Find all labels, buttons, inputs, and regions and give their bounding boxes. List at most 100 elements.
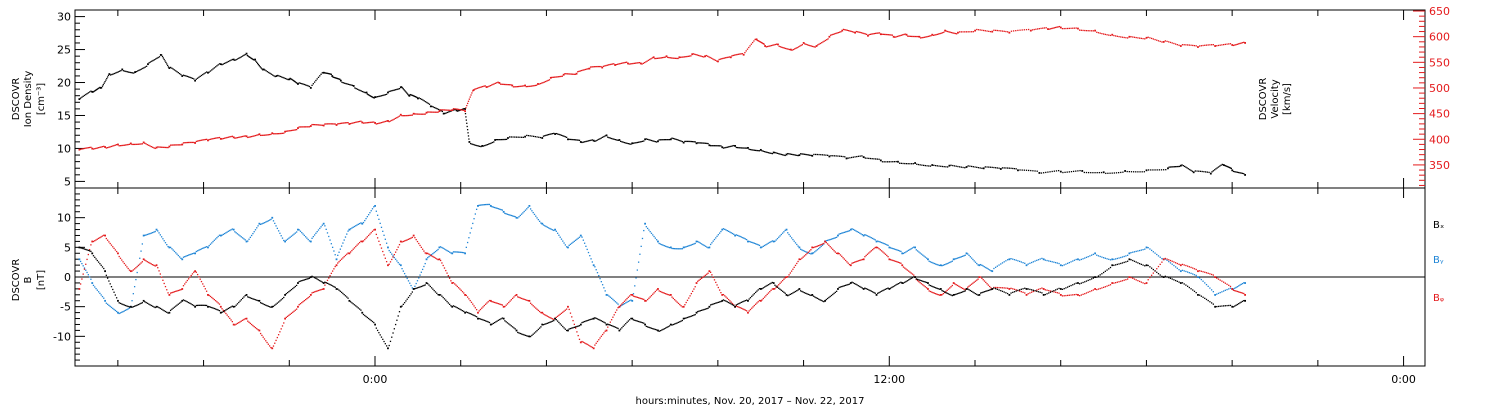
by-point xyxy=(267,220,269,222)
bz-point xyxy=(380,247,383,249)
density-point xyxy=(88,91,91,93)
velocity-point xyxy=(470,94,472,96)
by-point xyxy=(613,299,615,302)
bx-point xyxy=(412,288,415,290)
bz-point xyxy=(335,264,338,267)
bz-point xyxy=(326,279,329,282)
density-point xyxy=(275,75,278,77)
bx-point xyxy=(631,317,634,320)
by-point xyxy=(1054,261,1057,264)
by-point xyxy=(733,233,735,235)
density-point xyxy=(775,152,777,154)
velocity-point xyxy=(930,35,932,37)
density-point xyxy=(93,90,95,93)
bx-point xyxy=(1235,304,1237,306)
by-point xyxy=(916,250,919,252)
bz-point xyxy=(169,292,172,294)
bx-point xyxy=(829,295,831,298)
velocity-point xyxy=(1154,38,1156,41)
bx-point xyxy=(585,320,587,322)
bx-point xyxy=(391,336,393,338)
velocity-point xyxy=(1027,28,1030,31)
density-point xyxy=(262,68,265,71)
by-point xyxy=(617,303,619,305)
density-point xyxy=(576,139,578,141)
velocity-point xyxy=(199,139,201,142)
velocity-point xyxy=(526,85,529,88)
density-point xyxy=(832,155,834,157)
by-point xyxy=(479,204,482,206)
by-point xyxy=(504,212,506,215)
velocity-point xyxy=(141,143,143,145)
velocity-point xyxy=(827,38,829,40)
bx-point xyxy=(998,289,1000,291)
bz-point xyxy=(128,269,131,271)
bx-point xyxy=(187,301,190,304)
bz-point xyxy=(279,331,281,333)
density-point xyxy=(423,100,425,102)
bx-point xyxy=(649,327,651,329)
by-point xyxy=(342,242,344,244)
bx-point xyxy=(1147,264,1149,267)
velocity-point xyxy=(769,45,771,47)
bx-point xyxy=(479,318,482,320)
bx-point xyxy=(295,284,298,287)
bx-point xyxy=(659,330,662,332)
bz-point xyxy=(920,283,923,285)
velocity-point xyxy=(551,76,553,79)
density-point xyxy=(177,72,179,74)
density-point xyxy=(441,110,443,113)
bz-point xyxy=(229,317,231,319)
bx-point xyxy=(951,294,953,297)
density-point xyxy=(330,73,332,75)
by-point xyxy=(169,246,172,249)
density-point xyxy=(910,163,913,165)
density-point xyxy=(952,164,954,167)
bz-point xyxy=(691,290,694,292)
by-point xyxy=(497,208,500,210)
density-point xyxy=(857,155,860,158)
bz-point xyxy=(469,299,471,302)
bx-point xyxy=(208,306,210,308)
velocity-point xyxy=(1063,27,1065,30)
bx-point xyxy=(194,305,196,308)
by-point xyxy=(1188,272,1190,274)
legend-by: Bᵧ xyxy=(1433,255,1444,266)
by-point xyxy=(1132,251,1134,253)
velocity-point xyxy=(587,68,589,70)
by-point xyxy=(146,233,149,236)
bz-point xyxy=(110,244,113,246)
by-point xyxy=(798,246,801,249)
by-point xyxy=(158,232,160,234)
by-point xyxy=(1051,261,1053,263)
bz-point xyxy=(590,345,592,348)
bz-point xyxy=(1065,294,1067,297)
density-point xyxy=(159,54,162,56)
by-point xyxy=(565,246,568,248)
velocity-point xyxy=(382,121,384,123)
density-point xyxy=(676,139,678,141)
density-point xyxy=(641,140,644,143)
bx-point xyxy=(675,322,677,325)
velocity-point xyxy=(385,120,388,122)
bz-point xyxy=(1075,293,1077,296)
velocity-point xyxy=(1005,30,1007,33)
velocity-point xyxy=(1012,30,1015,32)
bz-point xyxy=(1036,289,1038,291)
density-tick-label: 20 xyxy=(57,77,71,90)
bx-point xyxy=(227,307,230,310)
bx-point xyxy=(828,296,830,299)
velocity-point xyxy=(919,37,922,39)
bx-point xyxy=(304,278,307,281)
density-point xyxy=(1211,171,1213,173)
by-point xyxy=(194,252,196,255)
velocity-point xyxy=(457,108,460,111)
density-point xyxy=(405,91,407,93)
by-point xyxy=(673,248,676,250)
density-point xyxy=(442,112,445,115)
bx-point xyxy=(712,303,714,305)
density-point xyxy=(105,79,107,81)
bx-point xyxy=(748,298,750,300)
by-point xyxy=(812,252,815,254)
bx-point xyxy=(489,323,492,326)
